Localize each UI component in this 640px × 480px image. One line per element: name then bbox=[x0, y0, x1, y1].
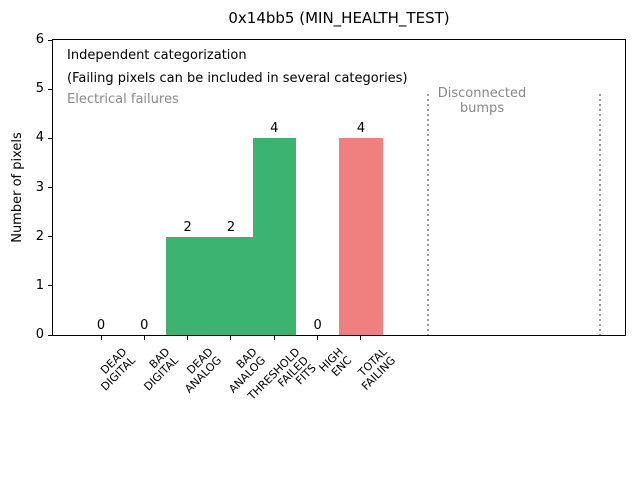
bar-6 bbox=[339, 138, 383, 335]
x-tick-label: DEAD ANALOG bbox=[182, 345, 225, 396]
y-tick-label: 2 bbox=[35, 228, 44, 244]
annotation-independent-categorization: Independent categorization (Failing pixe… bbox=[67, 48, 408, 86]
bar-value-label: 4 bbox=[270, 121, 279, 137]
x-tick-label: BAD DIGITAL bbox=[141, 345, 181, 394]
x-tick-mark bbox=[273, 336, 275, 340]
y-tick-mark bbox=[48, 39, 52, 41]
y-tick-label: 6 bbox=[35, 32, 44, 47]
x-tick-mark bbox=[143, 336, 145, 340]
plot-area: Independent categorization (Failing pixe… bbox=[52, 39, 626, 336]
bar-2 bbox=[165, 236, 210, 335]
separator-line-right bbox=[599, 94, 601, 335]
x-tick-label: TOTAL FAILING bbox=[355, 345, 398, 393]
bar-value-label: 4 bbox=[356, 121, 366, 137]
y-tick-mark bbox=[48, 285, 52, 287]
x-tick-mark bbox=[230, 336, 232, 340]
separator-line-left bbox=[427, 94, 429, 335]
x-tick-label: HIGH ENC bbox=[316, 345, 355, 379]
bar-value-label: 2 bbox=[226, 219, 236, 235]
bar-value-label: 0 bbox=[96, 318, 106, 333]
y-tick-mark bbox=[48, 236, 52, 238]
y-tick-label: 3 bbox=[35, 179, 44, 195]
x-tick-mark bbox=[317, 336, 319, 340]
y-tick-label: 4 bbox=[35, 130, 44, 146]
annotation-disconnected-bumps: Disconnected bumps bbox=[437, 86, 527, 116]
y-tick-mark bbox=[48, 187, 52, 188]
annotation-electrical-failures: Electrical failures bbox=[67, 92, 179, 107]
y-tick-mark bbox=[48, 137, 52, 139]
y-tick-mark bbox=[48, 88, 52, 90]
y-tick-label: 0 bbox=[35, 327, 44, 342]
chart-title: 0x14bb5 (MIN_HEALTH_TEST) bbox=[228, 9, 450, 27]
y-tick-label: 5 bbox=[35, 81, 44, 97]
x-tick-mark bbox=[100, 336, 102, 340]
x-tick-mark bbox=[187, 336, 189, 340]
y-tick-mark bbox=[48, 334, 52, 336]
bar-4 bbox=[252, 138, 296, 335]
bar-value-label: 0 bbox=[313, 318, 322, 333]
bar-3 bbox=[209, 236, 253, 335]
x-tick-mark bbox=[360, 336, 362, 340]
y-tick-label: 1 bbox=[35, 277, 44, 293]
x-tick-label: DEAD DIGITAL bbox=[98, 345, 138, 394]
bar-value-label: 0 bbox=[140, 318, 149, 333]
bar-value-label: 2 bbox=[183, 219, 192, 235]
